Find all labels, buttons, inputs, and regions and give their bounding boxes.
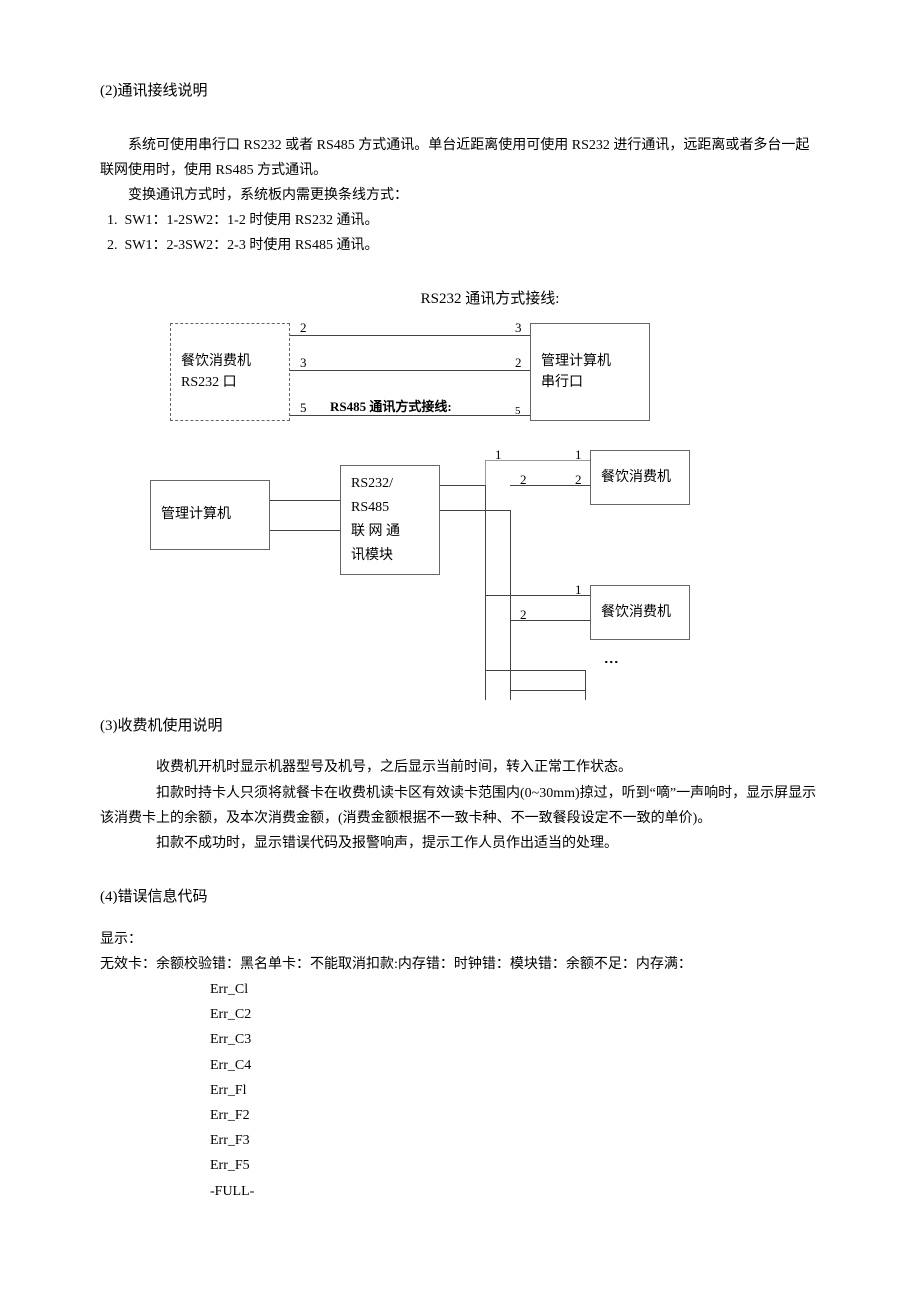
pin-r-2b: 2 (515, 353, 522, 373)
box-pos-machine: 餐饮消费机 RS232 口 (170, 323, 290, 421)
continuation-dots: ⋮ (600, 655, 621, 671)
pin-c2-1r: 1 (575, 580, 582, 600)
box-right-l2: 串行口 (541, 372, 649, 393)
conv-l3: 联 网 通 (351, 520, 439, 544)
box-mgmt-computer: 管理计算机 (150, 480, 270, 550)
pin-c1-2l: 2 (520, 470, 527, 490)
pin-l-5c: 5 (300, 398, 307, 418)
pin-l-2a: 2 (300, 318, 307, 338)
box-left-l1: 餐饮消费机 (181, 351, 289, 372)
err-code-6: Err_F3 (210, 1128, 820, 1153)
err-code-4: Err_Fl (210, 1078, 820, 1103)
err-code-3: Err_C4 (210, 1053, 820, 1078)
box-consumer-2: 餐饮消费机 (590, 585, 690, 640)
s2-list-item-2: 2. SW1：2-3SW2：2-3 时使用 RS485 通讯。 (100, 233, 820, 258)
pin-r-3a: 3 (515, 318, 522, 338)
diagram2-inline-title: RS485 通讯方式接线: (330, 397, 452, 417)
err-code-5: Err_F2 (210, 1103, 820, 1128)
err-code-0: Err_Cl (210, 977, 820, 1002)
section2-title: (2)通讯接线说明 (100, 80, 820, 103)
rs232-diagram: 餐饮消费机 RS232 口 管理计算机 串行口 2 3 3 2 5 5 RS48… (150, 315, 770, 445)
s2-paragraph-1: 系统可使用串行口 RS232 或者 RS485 方式通讯。单台近距离使用可使用 … (100, 133, 820, 183)
s3-p1: 收费机开机时显示机器型号及机号，之后显示当前时间，转入正常工作状态。 (100, 755, 820, 780)
box-converter: RS232/ RS485 联 网 通 讯模块 (340, 465, 440, 575)
conv-l2: RS485 (351, 496, 439, 520)
s2-list-item-1: 1. SW1：1-2SW2：1-2 时使用 RS232 通讯。 (100, 208, 820, 233)
li1-num: 1. (107, 213, 118, 228)
box-left-l2: RS232 口 (181, 372, 289, 393)
s3-p3: 扣款不成功时，显示错误代码及报警响声，提示工作人员作出适当的处理。 (100, 831, 820, 856)
li2-num: 2. (107, 238, 118, 253)
err-code-7: Err_F5 (210, 1153, 820, 1178)
pin-c1-1l: 1 (495, 445, 502, 465)
li2-text: SW1：2-3SW2：2-3 时使用 RS485 通讯。 (125, 238, 379, 253)
s4-display-label: 显示： (100, 927, 820, 952)
cons2-text: 餐饮消费机 (601, 602, 689, 623)
box-mgmt-text: 管理计算机 (161, 504, 269, 525)
s3-p2: 扣款时持卡人只须将就餐卡在收费机读卡区有效读卡范围内(0~30mm)掠过，听到“… (100, 781, 820, 831)
box-consumer-1: 餐饮消费机 (590, 450, 690, 505)
pin-r-5c: 5 (515, 403, 521, 420)
conv-l4: 讯模块 (351, 544, 439, 568)
pin-c1-2r: 2 (575, 470, 582, 490)
err-code-2: Err_C3 (210, 1027, 820, 1052)
conv-l1: RS232/ (351, 472, 439, 496)
li1-text: SW1：1-2SW2：1-2 时使用 RS232 通讯。 (125, 213, 379, 228)
s2-paragraph-2: 变换通讯方式时，系统板内需更换条线方式： (100, 183, 820, 208)
box-right-l1: 管理计算机 (541, 351, 649, 372)
diagram1-title: RS232 通讯方式接线: (100, 288, 820, 311)
err-code-8: -FULL- (210, 1179, 820, 1204)
rs485-diagram: 管理计算机 RS232/ RS485 联 网 通 讯模块 餐饮消费机 餐饮消费机… (150, 445, 770, 705)
section3-title: (3)收费机使用说明 (100, 715, 820, 738)
pin-c1-1r: 1 (575, 445, 582, 465)
pin-l-3b: 3 (300, 353, 307, 373)
cons1-text: 餐饮消费机 (601, 467, 689, 488)
s4-descriptions: 无效卡：余额校验错：黑名单卡：不能取消扣款:内存错：时钟错：模块错：余额不足：内… (100, 952, 820, 977)
section4-title: (4)错误信息代码 (100, 886, 820, 909)
error-code-list: Err_Cl Err_C2 Err_C3 Err_C4 Err_Fl Err_F… (100, 977, 820, 1204)
err-code-1: Err_C2 (210, 1002, 820, 1027)
pin-c2-2l: 2 (520, 605, 527, 625)
box-computer-serial: 管理计算机 串行口 (530, 323, 650, 421)
